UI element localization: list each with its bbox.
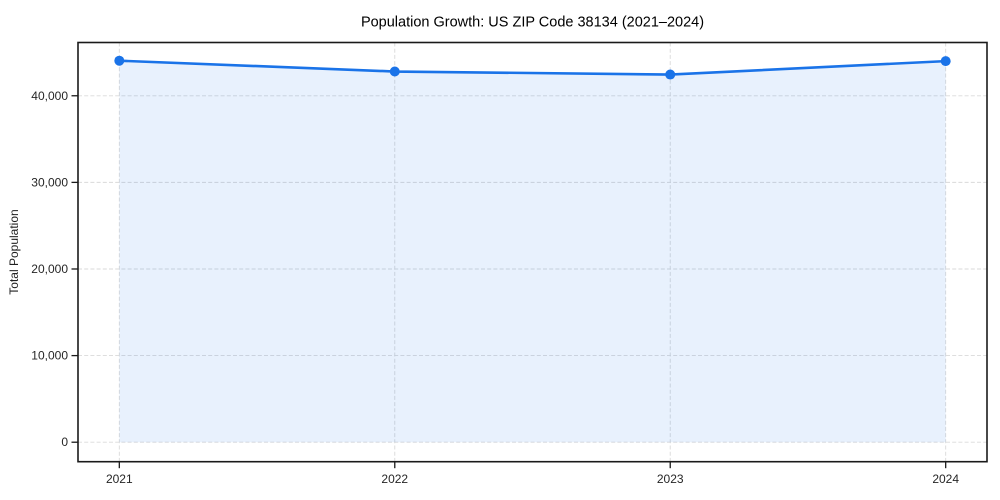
chart-title: Population Growth: US ZIP Code 38134 (20… xyxy=(361,15,704,31)
data-point xyxy=(940,56,951,67)
area-fill xyxy=(119,60,946,443)
data-point xyxy=(114,55,125,66)
x-tick-label: 2022 xyxy=(381,472,408,486)
y-tick-label: 10,000 xyxy=(31,349,68,363)
x-tick-label: 2024 xyxy=(932,472,959,486)
data-point xyxy=(389,66,400,77)
y-tick-label: 20,000 xyxy=(31,262,68,276)
x-tick-label: 2021 xyxy=(106,472,133,486)
x-tick-label: 2023 xyxy=(657,472,684,486)
y-tick-label: 0 xyxy=(61,435,68,449)
plot-border xyxy=(77,41,988,463)
y-axis-label: Total Population xyxy=(7,209,21,294)
data-point xyxy=(665,69,676,80)
y-tick-label: 40,000 xyxy=(31,89,68,103)
y-tick-label: 30,000 xyxy=(31,175,68,189)
series-line xyxy=(118,59,947,76)
